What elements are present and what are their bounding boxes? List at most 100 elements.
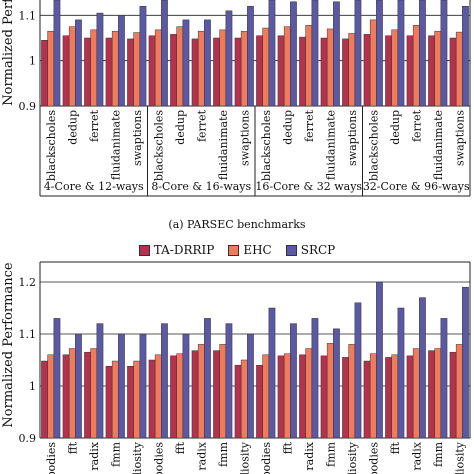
bar-ta-drrip-8	[213, 350, 220, 439]
bar-srcp-6	[182, 333, 190, 439]
bar-ta-drrip-17	[406, 35, 414, 107]
x-category-label: fluidanimate	[324, 110, 337, 180]
x-category-label: blackscholes	[367, 110, 380, 181]
bar-ehc-0	[47, 30, 55, 107]
bar-ehc-7	[197, 344, 205, 439]
bar-srcp-0	[53, 318, 61, 439]
bar-srcp-13	[333, 328, 340, 439]
bar-ehc-1	[68, 26, 76, 107]
bar-srcp-14	[354, 0, 362, 107]
bar-ta-drrip-18	[428, 350, 435, 439]
legend-item-ta-drrip: TA-DRRIP	[138, 243, 215, 257]
bar-ehc-18	[434, 30, 442, 107]
bar-ehc-12	[305, 348, 313, 439]
y-axis-label: Normalized Perfo	[1, 0, 16, 106]
x-category-label: swaptions	[238, 110, 251, 166]
bar-ehc-15	[369, 353, 377, 439]
bar-ta-drrip-16	[385, 35, 392, 107]
bar-ta-drrip-10	[256, 364, 263, 439]
bar-ehc-4	[133, 360, 141, 439]
x-category-label: swaptions	[131, 110, 144, 166]
x-category-label: dedup	[66, 110, 79, 145]
bar-ta-drrip-9	[234, 37, 242, 107]
bar-srcp-16	[397, 307, 405, 439]
x-category-label: fluidanimate	[217, 110, 230, 180]
bar-ehc-3	[111, 30, 119, 107]
bar-srcp-8	[225, 323, 233, 439]
bar-ehc-8	[219, 29, 227, 107]
bar-srcp-3	[118, 15, 125, 107]
bar-ta-drrip-6	[170, 355, 177, 439]
bar-srcp-19	[462, 286, 469, 439]
legend-label-ehc: EHC	[243, 243, 272, 257]
x-category-label: dedup	[174, 110, 187, 145]
legend-label-ta-drrip: TA-DRRIP	[153, 243, 215, 257]
bar-srcp-11	[290, 1, 297, 107]
bar-ta-drrip-9	[234, 364, 242, 439]
figure-caption-a: (a) PARSEC benchmarks	[168, 218, 306, 231]
bar-ehc-14	[348, 33, 356, 107]
x-category-label: bodies	[45, 442, 58, 474]
y-tick-label: 1.1	[19, 9, 37, 22]
chart-legend: TA-DRRIP EHC SRCP	[0, 243, 474, 257]
x-category-label: radix	[303, 441, 316, 470]
bar-srcp-18	[440, 0, 448, 107]
x-category-label: fft	[66, 441, 79, 454]
bar-srcp-12	[311, 318, 319, 439]
bar-srcp-5	[161, 0, 168, 107]
y-tick-label: 1.1	[19, 328, 37, 341]
bar-ta-drrip-4	[127, 38, 134, 107]
x-category-label: swaptions	[453, 110, 466, 166]
bar-ta-drrip-5	[148, 359, 156, 439]
bar-ta-drrip-18	[428, 35, 435, 107]
bar-srcp-10	[268, 307, 276, 439]
bar-ehc-4	[133, 32, 141, 107]
bar-srcp-13	[333, 1, 340, 107]
bar-ta-drrip-1	[62, 35, 70, 107]
x-category-label: ferret	[410, 109, 423, 142]
x-category-label: radiosity	[131, 441, 144, 474]
bar-ehc-7	[197, 30, 205, 107]
x-category-label: fluidanimate	[432, 110, 445, 180]
bar-srcp-1	[75, 19, 82, 107]
bar-ta-drrip-2	[84, 351, 91, 439]
bar-srcp-5	[161, 323, 168, 439]
bar-srcp-18	[440, 318, 448, 439]
y-tick-label: 0.9	[19, 100, 37, 113]
bar-ta-drrip-17	[406, 355, 414, 439]
bar-ehc-17	[412, 25, 420, 107]
bar-ehc-10	[262, 354, 270, 439]
y-tick-label: 1	[29, 55, 36, 68]
bar-ehc-11	[283, 353, 291, 439]
bar-srcp-9	[247, 6, 254, 107]
x-category-label: fmm	[324, 441, 337, 467]
bar-ta-drrip-19	[449, 37, 457, 107]
bar-srcp-2	[96, 12, 104, 107]
bar-srcp-11	[290, 323, 297, 439]
bar-ehc-9	[240, 359, 248, 439]
bar-ehc-0	[47, 354, 55, 439]
x-category-label: ferret	[303, 109, 316, 142]
bar-srcp-9	[247, 333, 254, 439]
x-category-label: bodies	[260, 442, 273, 474]
group-label: 8-Core & 16-ways	[151, 180, 251, 193]
x-category-label: fmm	[217, 441, 230, 467]
x-category-label: radiosity	[346, 441, 359, 474]
bar-ta-drrip-16	[385, 357, 392, 439]
legend-item-ehc: EHC	[228, 243, 272, 257]
x-category-label: fft	[389, 441, 402, 454]
bar-srcp-17	[419, 0, 426, 107]
bar-srcp-15	[376, 281, 383, 439]
bar-ehc-5	[154, 29, 162, 107]
bar-ehc-16	[391, 29, 399, 107]
bar-ta-drrip-7	[191, 38, 199, 107]
bar-ta-drrip-12	[299, 36, 306, 107]
x-category-label: fluidanimate	[109, 110, 122, 180]
x-category-label: blackscholes	[45, 110, 58, 181]
x-category-label: blackscholes	[260, 110, 273, 181]
x-category-label: radiosity	[238, 441, 251, 474]
legend-swatch-ta-drrip	[138, 244, 150, 256]
